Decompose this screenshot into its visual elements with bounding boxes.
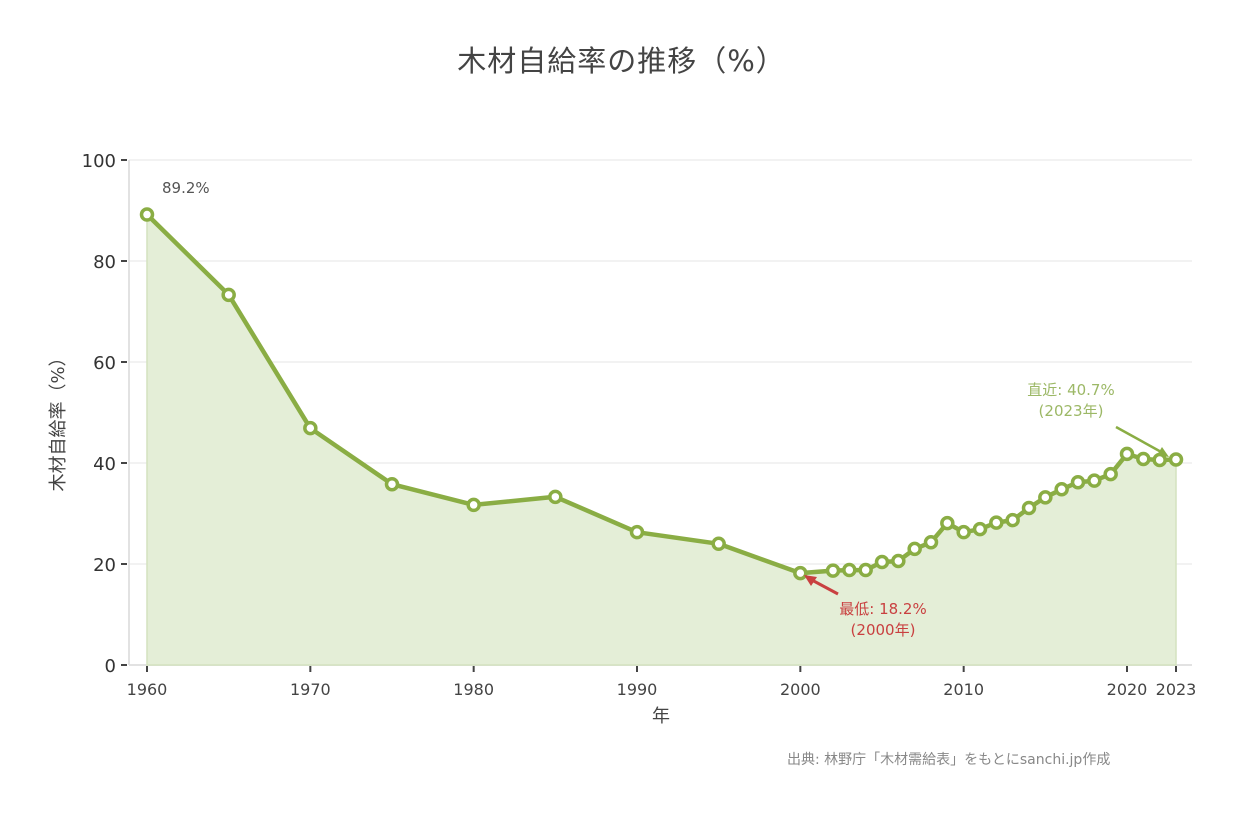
data-point-marker (940, 515, 955, 531)
data-point-marker (1021, 500, 1037, 516)
data-point-marker (923, 535, 939, 550)
data-point-marker (221, 287, 236, 303)
data-point-marker (1070, 474, 1086, 490)
data-point-marker (874, 554, 890, 570)
data-point-marker (1168, 452, 1184, 467)
y-tick-label: 80 (93, 252, 116, 273)
latest-year-label: (2023年) (1039, 402, 1104, 420)
min-arrow (809, 577, 839, 596)
latest-arrowhead-icon (1157, 447, 1169, 457)
data-point-marker (825, 563, 841, 578)
data-point-marker (956, 524, 971, 540)
x-tick-label: 2000 (780, 680, 821, 699)
x-tick-label: 2020 (1107, 680, 1148, 699)
data-point-marker (972, 521, 988, 537)
data-point-marker (139, 207, 155, 222)
data-point-marker (1119, 446, 1135, 462)
y-tick-label: 60 (93, 353, 116, 374)
data-point-marker (1136, 451, 1151, 467)
min-year-label: (2000年) (851, 621, 916, 639)
data-point-marker (1005, 512, 1020, 528)
x-axis-title: 年 (652, 706, 670, 727)
min-annotation: 最低: 18.2% (2000年) (804, 575, 927, 639)
data-point-marker (907, 541, 922, 557)
data-point-marker (989, 515, 1004, 530)
source-note: 出典: 林野庁「木材需給表」をもとにsanchi.jp作成 (787, 752, 1111, 768)
y-tick-label: 20 (93, 555, 116, 576)
x-tick-label: 2010 (943, 680, 984, 699)
y-tick-label: 40 (93, 454, 116, 475)
data-point-marker (842, 562, 857, 578)
data-point-marker (858, 562, 873, 578)
data-point-marker (629, 524, 645, 540)
data-point-marker (891, 553, 906, 569)
data-point-marker (793, 565, 808, 581)
min-label: 最低: 18.2% (839, 600, 926, 618)
data-point-marker (1087, 473, 1102, 488)
data-point-marker (466, 497, 481, 513)
data-point-marker (303, 420, 318, 436)
data-point-marker (1038, 490, 1053, 505)
latest-label: 直近: 40.7% (1027, 381, 1114, 399)
data-point-marker (548, 489, 563, 505)
x-tick-label: 1990 (617, 680, 658, 699)
x-tick-label: 2023 (1156, 680, 1197, 699)
x-tick-label: 1960 (127, 680, 168, 699)
y-axis-ticks: 0 20 40 60 80 100 (82, 151, 127, 677)
data-point-marker (1103, 466, 1118, 482)
x-tick-label: 1980 (453, 680, 494, 699)
latest-annotation: 直近: 40.7% (2023年) (1027, 381, 1169, 457)
y-tick-label: 0 (105, 656, 116, 677)
min-arrowhead-icon (804, 575, 817, 586)
data-point-marker (711, 536, 726, 552)
data-point-marker (384, 476, 400, 492)
data-markers (139, 207, 1184, 581)
x-tick-label: 1970 (290, 680, 331, 699)
chart-title: 木材自給率の推移（%） (457, 44, 786, 78)
y-tick-label: 100 (82, 151, 116, 172)
data-point-marker (1152, 452, 1167, 468)
data-point-marker (1054, 482, 1069, 497)
first-point-label: 89.2% (162, 179, 210, 197)
latest-arrow (1115, 425, 1164, 455)
area-fill (146, 212, 1177, 666)
x-axis-ticks: 1960 1970 1980 1990 2000 2010 2020 2023 (127, 666, 1197, 699)
y-axis-title: 木材自給率（%） (48, 348, 69, 491)
